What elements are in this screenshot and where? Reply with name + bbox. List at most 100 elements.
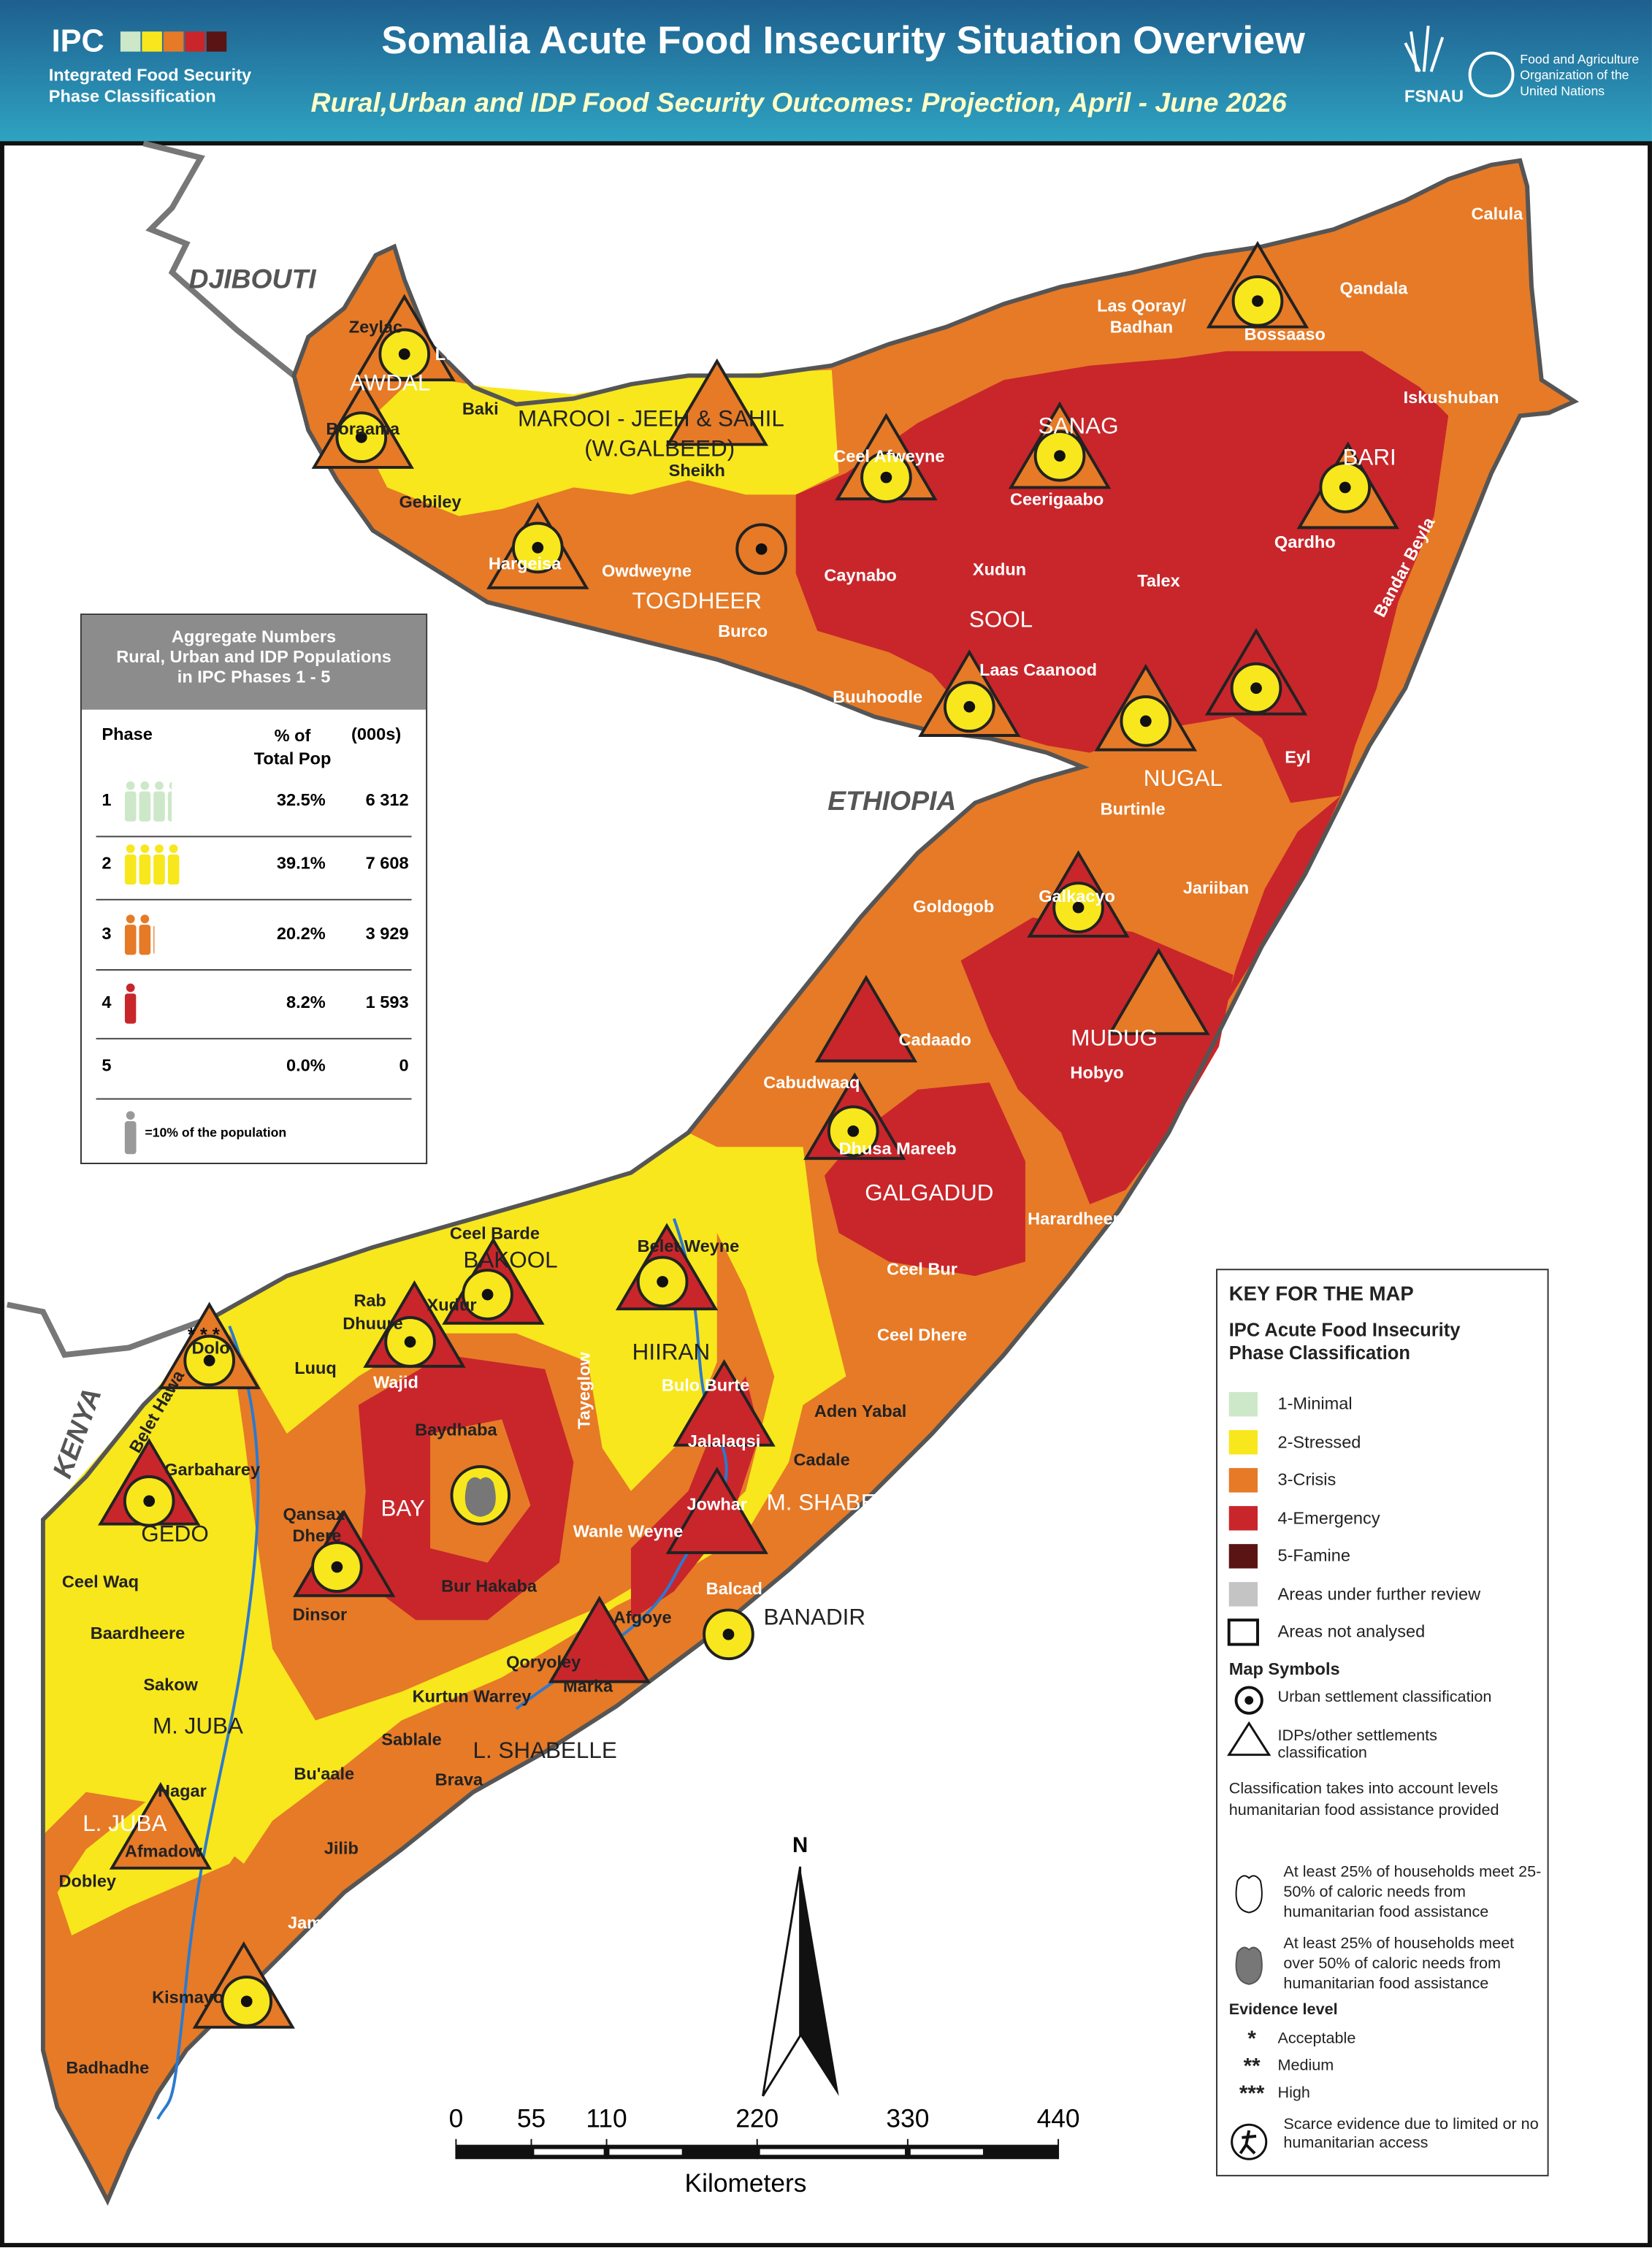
district-label: Bu'aale xyxy=(294,1764,354,1783)
population-value: 3 929 xyxy=(365,923,409,944)
district-label: Cadale xyxy=(793,1450,849,1469)
district-label: Jowhar xyxy=(687,1494,747,1513)
region-label: BANADIR xyxy=(763,1605,865,1630)
district-label: Dhusa Mareeb xyxy=(839,1139,957,1158)
scale-segment xyxy=(910,2149,983,2155)
key-symbols xyxy=(1227,1392,1271,2160)
district-label: Bossaaso xyxy=(1244,325,1326,344)
district-label: Rab xyxy=(353,1291,386,1310)
fao-logo xyxy=(1468,51,1515,98)
percent-icons xyxy=(124,781,172,822)
key-subtitle-line: IPC Acute Food Insecurity xyxy=(1228,1318,1461,1341)
district-label: Jariiban xyxy=(1183,878,1249,897)
scale-tick-label: 110 xyxy=(586,2105,627,2133)
key-subtitle-line: Phase Classification xyxy=(1228,1342,1411,1364)
col-header: % of Total Pop xyxy=(242,724,343,770)
idp-icon xyxy=(1227,1721,1271,1756)
urban-dot xyxy=(331,1561,343,1573)
urban-dot xyxy=(143,1495,156,1507)
bag-icon xyxy=(1235,1946,1263,1985)
country-label: ETHIOPIA xyxy=(827,785,956,816)
urban-dot xyxy=(657,1276,668,1288)
region-label: L. SHABELLE xyxy=(473,1737,616,1763)
urban-icon-dot xyxy=(1244,1696,1254,1705)
district-label: Xudun xyxy=(973,559,1026,578)
logo-bar xyxy=(185,31,205,52)
key-box: KEY FOR THE MAP IPC Acute Food Insecurit… xyxy=(1216,1269,1549,2176)
urban-dot xyxy=(1339,481,1351,494)
scarce-icon-walker xyxy=(1239,2130,1257,2155)
urban-dot xyxy=(404,1336,416,1348)
idp-symbol xyxy=(1107,947,1210,1036)
phase-number: 4 xyxy=(102,992,112,1012)
district-label: Wajid xyxy=(373,1373,418,1392)
district-label: Ceel Bur xyxy=(887,1259,957,1278)
district-label: Sheikh xyxy=(669,461,725,480)
district-label: Dhere xyxy=(293,1526,342,1545)
row-separator xyxy=(96,898,412,901)
scale-bar: 0 55 110 220 330 440 Kilometers xyxy=(449,2105,1080,2198)
aggregate-box: Aggregate Numbers Rural, Urban and IDP P… xyxy=(80,613,428,1164)
person-head xyxy=(126,983,135,993)
region-label: GEDO xyxy=(141,1521,209,1547)
logo-line: Integrated Food Security xyxy=(49,65,251,84)
district-label: Baki xyxy=(462,399,499,418)
person-icon xyxy=(153,844,165,885)
evidence-label: High xyxy=(1277,2084,1310,2102)
district-label: Talex xyxy=(1137,571,1179,590)
population-value: 6 312 xyxy=(365,790,409,811)
district-label: Galkacyo xyxy=(1039,887,1115,906)
district-label: Baardheere xyxy=(91,1624,186,1643)
district-label: Jalalaqsi xyxy=(688,1431,761,1450)
district-label: Balcad xyxy=(706,1579,762,1598)
idp-symbol xyxy=(665,358,768,446)
percent-value: 20.2% xyxy=(276,923,326,944)
district-label: Lughaye xyxy=(435,345,506,364)
percent-value: 8.2% xyxy=(286,992,326,1012)
symbol-label: IDPs/other settlements classification xyxy=(1277,1727,1437,1762)
district-label: Eyl xyxy=(1285,748,1310,767)
logo-bar xyxy=(120,31,141,52)
fsnau-icon xyxy=(1404,26,1445,73)
phase-swatch xyxy=(1228,1392,1258,1417)
district-label: Qoryoley xyxy=(506,1652,581,1671)
row-separator xyxy=(96,968,412,971)
juba-river xyxy=(156,1326,260,2120)
idp-symbol xyxy=(673,1358,776,1447)
north-arrow-half xyxy=(762,1866,802,2097)
district-label: Hagar xyxy=(158,1781,207,1800)
person-icon xyxy=(124,914,137,955)
person-head xyxy=(140,781,150,790)
row-separator xyxy=(96,1038,412,1040)
urban-dot xyxy=(1252,295,1263,307)
idp-symbol xyxy=(109,1782,213,1870)
person-body xyxy=(124,791,137,822)
aggregate-header: Aggregate Numbers Rural, Urban and IDP P… xyxy=(81,615,427,710)
urban-dot xyxy=(240,1995,253,2008)
person-body xyxy=(124,925,137,955)
percent-icons xyxy=(124,844,180,885)
district-label: Jilib xyxy=(324,1838,359,1857)
region-label: MAROOI - JEEH & SAHIL xyxy=(518,405,784,431)
evidence-mark: ** xyxy=(1243,2054,1261,2079)
percent-icons xyxy=(124,983,137,1024)
district-label: Badhadhe xyxy=(66,2058,149,2077)
country-outline xyxy=(40,158,1580,2206)
district-label: Afgoye xyxy=(613,1607,672,1626)
kenya-border xyxy=(7,1301,216,1358)
district-label: Bur Hakaba xyxy=(441,1576,538,1595)
person-body xyxy=(167,791,172,822)
phase-swatch xyxy=(1228,1506,1258,1531)
phase-label: Areas not analysed xyxy=(1277,1621,1426,1642)
district-label: Luuq xyxy=(294,1358,337,1377)
district-label: Burtinle xyxy=(1101,799,1166,818)
population-value: 1 593 xyxy=(365,992,409,1012)
region-label: SOOL xyxy=(969,606,1033,632)
assistance-label: At least 25% of households meet over 50%… xyxy=(1283,1935,1515,1993)
district-label: Xudur xyxy=(427,1296,476,1315)
urban-dot xyxy=(1250,682,1262,695)
key-note: Classification takes into account levels… xyxy=(1228,1781,1499,1820)
logo: IPC xyxy=(52,23,104,58)
district-label: Goldogob xyxy=(913,897,994,916)
